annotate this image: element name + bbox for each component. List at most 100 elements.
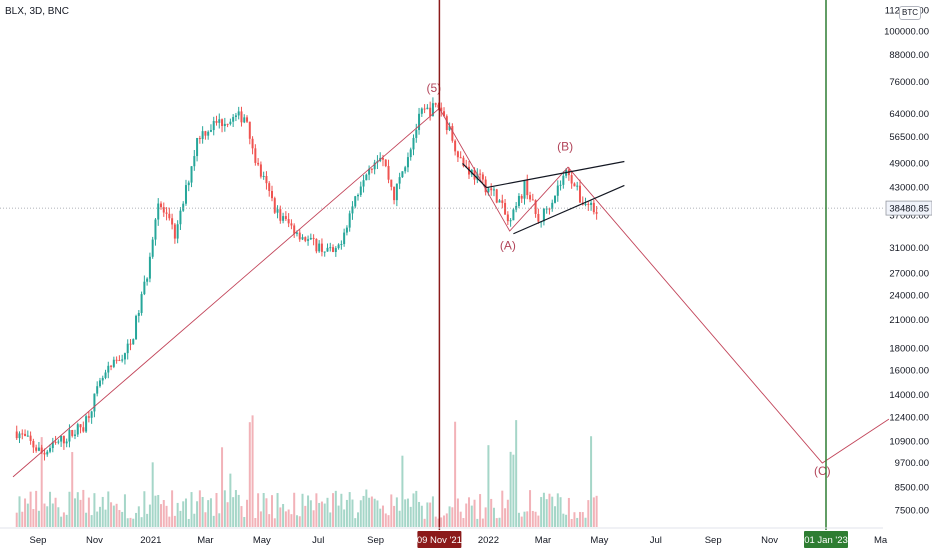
x-tick-label: Jul (312, 535, 324, 546)
volume-bar (476, 518, 479, 527)
x-tick-label: Nov (761, 535, 778, 546)
candle-body (523, 180, 526, 199)
volume-bar (268, 514, 271, 527)
candle-body (221, 119, 224, 127)
volume-bar (157, 494, 160, 527)
candle-body (492, 189, 495, 191)
candle-body (165, 212, 168, 214)
candle-body (404, 167, 407, 172)
volume-bar (459, 511, 462, 527)
volume-bar (173, 515, 176, 527)
candle-body (504, 202, 507, 215)
volume-bar (473, 499, 476, 527)
volume-bar (412, 493, 415, 527)
volume-bar (248, 422, 251, 527)
x-tick-label: Mar (197, 535, 213, 546)
volume-bar (581, 512, 584, 527)
volume-bar (215, 493, 218, 527)
volume-bar (420, 505, 423, 527)
volume-bar (515, 420, 518, 527)
candle-body (362, 180, 365, 187)
volume-bar (112, 505, 115, 527)
volume-bar (520, 516, 523, 527)
candle-body (218, 119, 221, 123)
candle-body (315, 238, 318, 252)
candle-body (556, 185, 559, 196)
candle-body (318, 243, 321, 252)
volume-bar (82, 489, 85, 527)
volume-bar (501, 490, 504, 527)
y-tick-label: 14000.00 (889, 390, 929, 401)
candle-body (248, 121, 251, 139)
volume-bar (315, 493, 318, 527)
currency-badge[interactable]: BTC (899, 6, 921, 20)
volume-bar (573, 512, 576, 527)
volume-bar (237, 494, 240, 527)
candle-body (140, 294, 143, 313)
volume-bar (171, 490, 174, 527)
price-axis: 112000.00100000.0088000.0076000.0064000.… (884, 5, 929, 516)
candle-body (135, 315, 138, 340)
volume-bar (76, 492, 79, 527)
volume-bar (309, 500, 312, 527)
volume-bar (279, 507, 282, 527)
candle-body (15, 431, 18, 439)
volume-bar (332, 493, 335, 527)
volume-bar (556, 493, 559, 527)
candle-body (534, 200, 537, 215)
volume-bar (71, 452, 74, 527)
candle-body (246, 117, 249, 122)
volume-bar (90, 515, 93, 527)
candle-body (426, 107, 429, 110)
drawings: (5) (A) (B) (C) (0, 81, 890, 478)
volume-bar (381, 505, 384, 527)
volume-bar (87, 497, 90, 527)
candle-body (32, 440, 35, 448)
candle-body (259, 164, 262, 177)
volume-bar (270, 495, 273, 527)
candle-body (401, 171, 404, 178)
candle-body (456, 151, 459, 158)
volume-bar (265, 498, 268, 527)
candle-body (65, 441, 68, 444)
volume-bar (595, 495, 598, 527)
candle-body (60, 435, 63, 442)
volume-bar (229, 473, 232, 527)
volume-bar (18, 496, 21, 527)
volume-bar (509, 451, 512, 527)
volume-bar (578, 511, 581, 527)
volume-bar (415, 490, 418, 527)
volume-bar (404, 499, 407, 527)
y-tick-label: 16000.00 (889, 365, 929, 376)
volume-bar (523, 511, 526, 527)
y-tick-label: 100000.00 (884, 26, 929, 37)
volume-bar (212, 515, 215, 527)
candle-body (173, 224, 176, 239)
candle-body (334, 248, 337, 253)
volume-bar (304, 505, 307, 527)
volume-bar (293, 492, 296, 527)
x-tick-label: Jul (650, 535, 662, 546)
candle-body (276, 209, 279, 213)
volume-bar (68, 491, 71, 527)
volume-bar (454, 421, 457, 527)
volume-bar (35, 490, 38, 527)
candle-body (87, 416, 90, 418)
y-tick-label: 88000.00 (889, 50, 929, 61)
candle-body (434, 103, 437, 105)
volume-bar (429, 502, 432, 527)
volume-bar (79, 499, 82, 527)
volume-bar (329, 512, 332, 527)
candle-body (340, 244, 343, 246)
candle-body (76, 424, 79, 435)
volume-bar (24, 498, 27, 527)
volume-bar (160, 504, 163, 527)
volume-bar (465, 503, 468, 527)
volume-bar (498, 517, 501, 527)
candle-body (387, 166, 390, 180)
volume-bar (387, 515, 390, 527)
volume-bar (462, 518, 465, 527)
volume-bar (37, 510, 40, 527)
